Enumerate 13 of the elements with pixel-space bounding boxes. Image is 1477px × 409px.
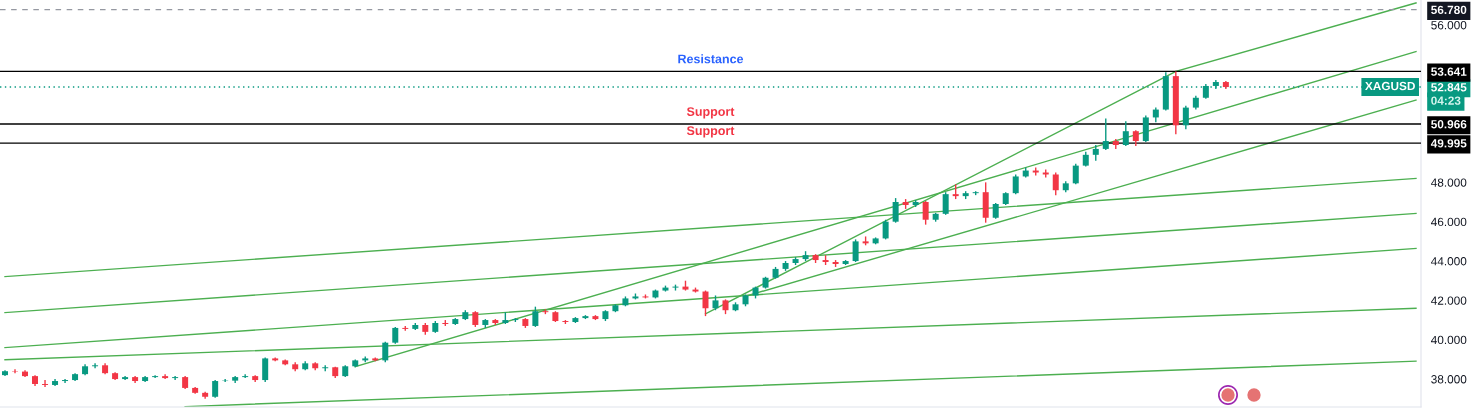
y-tick-label: 42.000 <box>1430 296 1467 305</box>
y-tick-label: 46.000 <box>1430 217 1467 227</box>
y-tick-label: 38.000 <box>1431 375 1467 384</box>
y-tick-label: 49.995 <box>1430 139 1467 148</box>
y-tick-label: 40.000 <box>1430 335 1467 345</box>
y-tick-label: 53.641 <box>1431 67 1467 76</box>
text: 04:23 <box>1431 96 1461 105</box>
y-tick-label: 50.966 <box>1431 120 1467 129</box>
y-tick-label: 56.780 <box>1431 5 1467 15</box>
y-tick-label: 56.000 <box>1431 21 1467 30</box>
y-tick-label: 44.000 <box>1430 257 1467 266</box>
y-tick-label: 52.845 <box>1431 83 1467 92</box>
y-tick-label: 48.000 <box>1430 178 1467 187</box>
